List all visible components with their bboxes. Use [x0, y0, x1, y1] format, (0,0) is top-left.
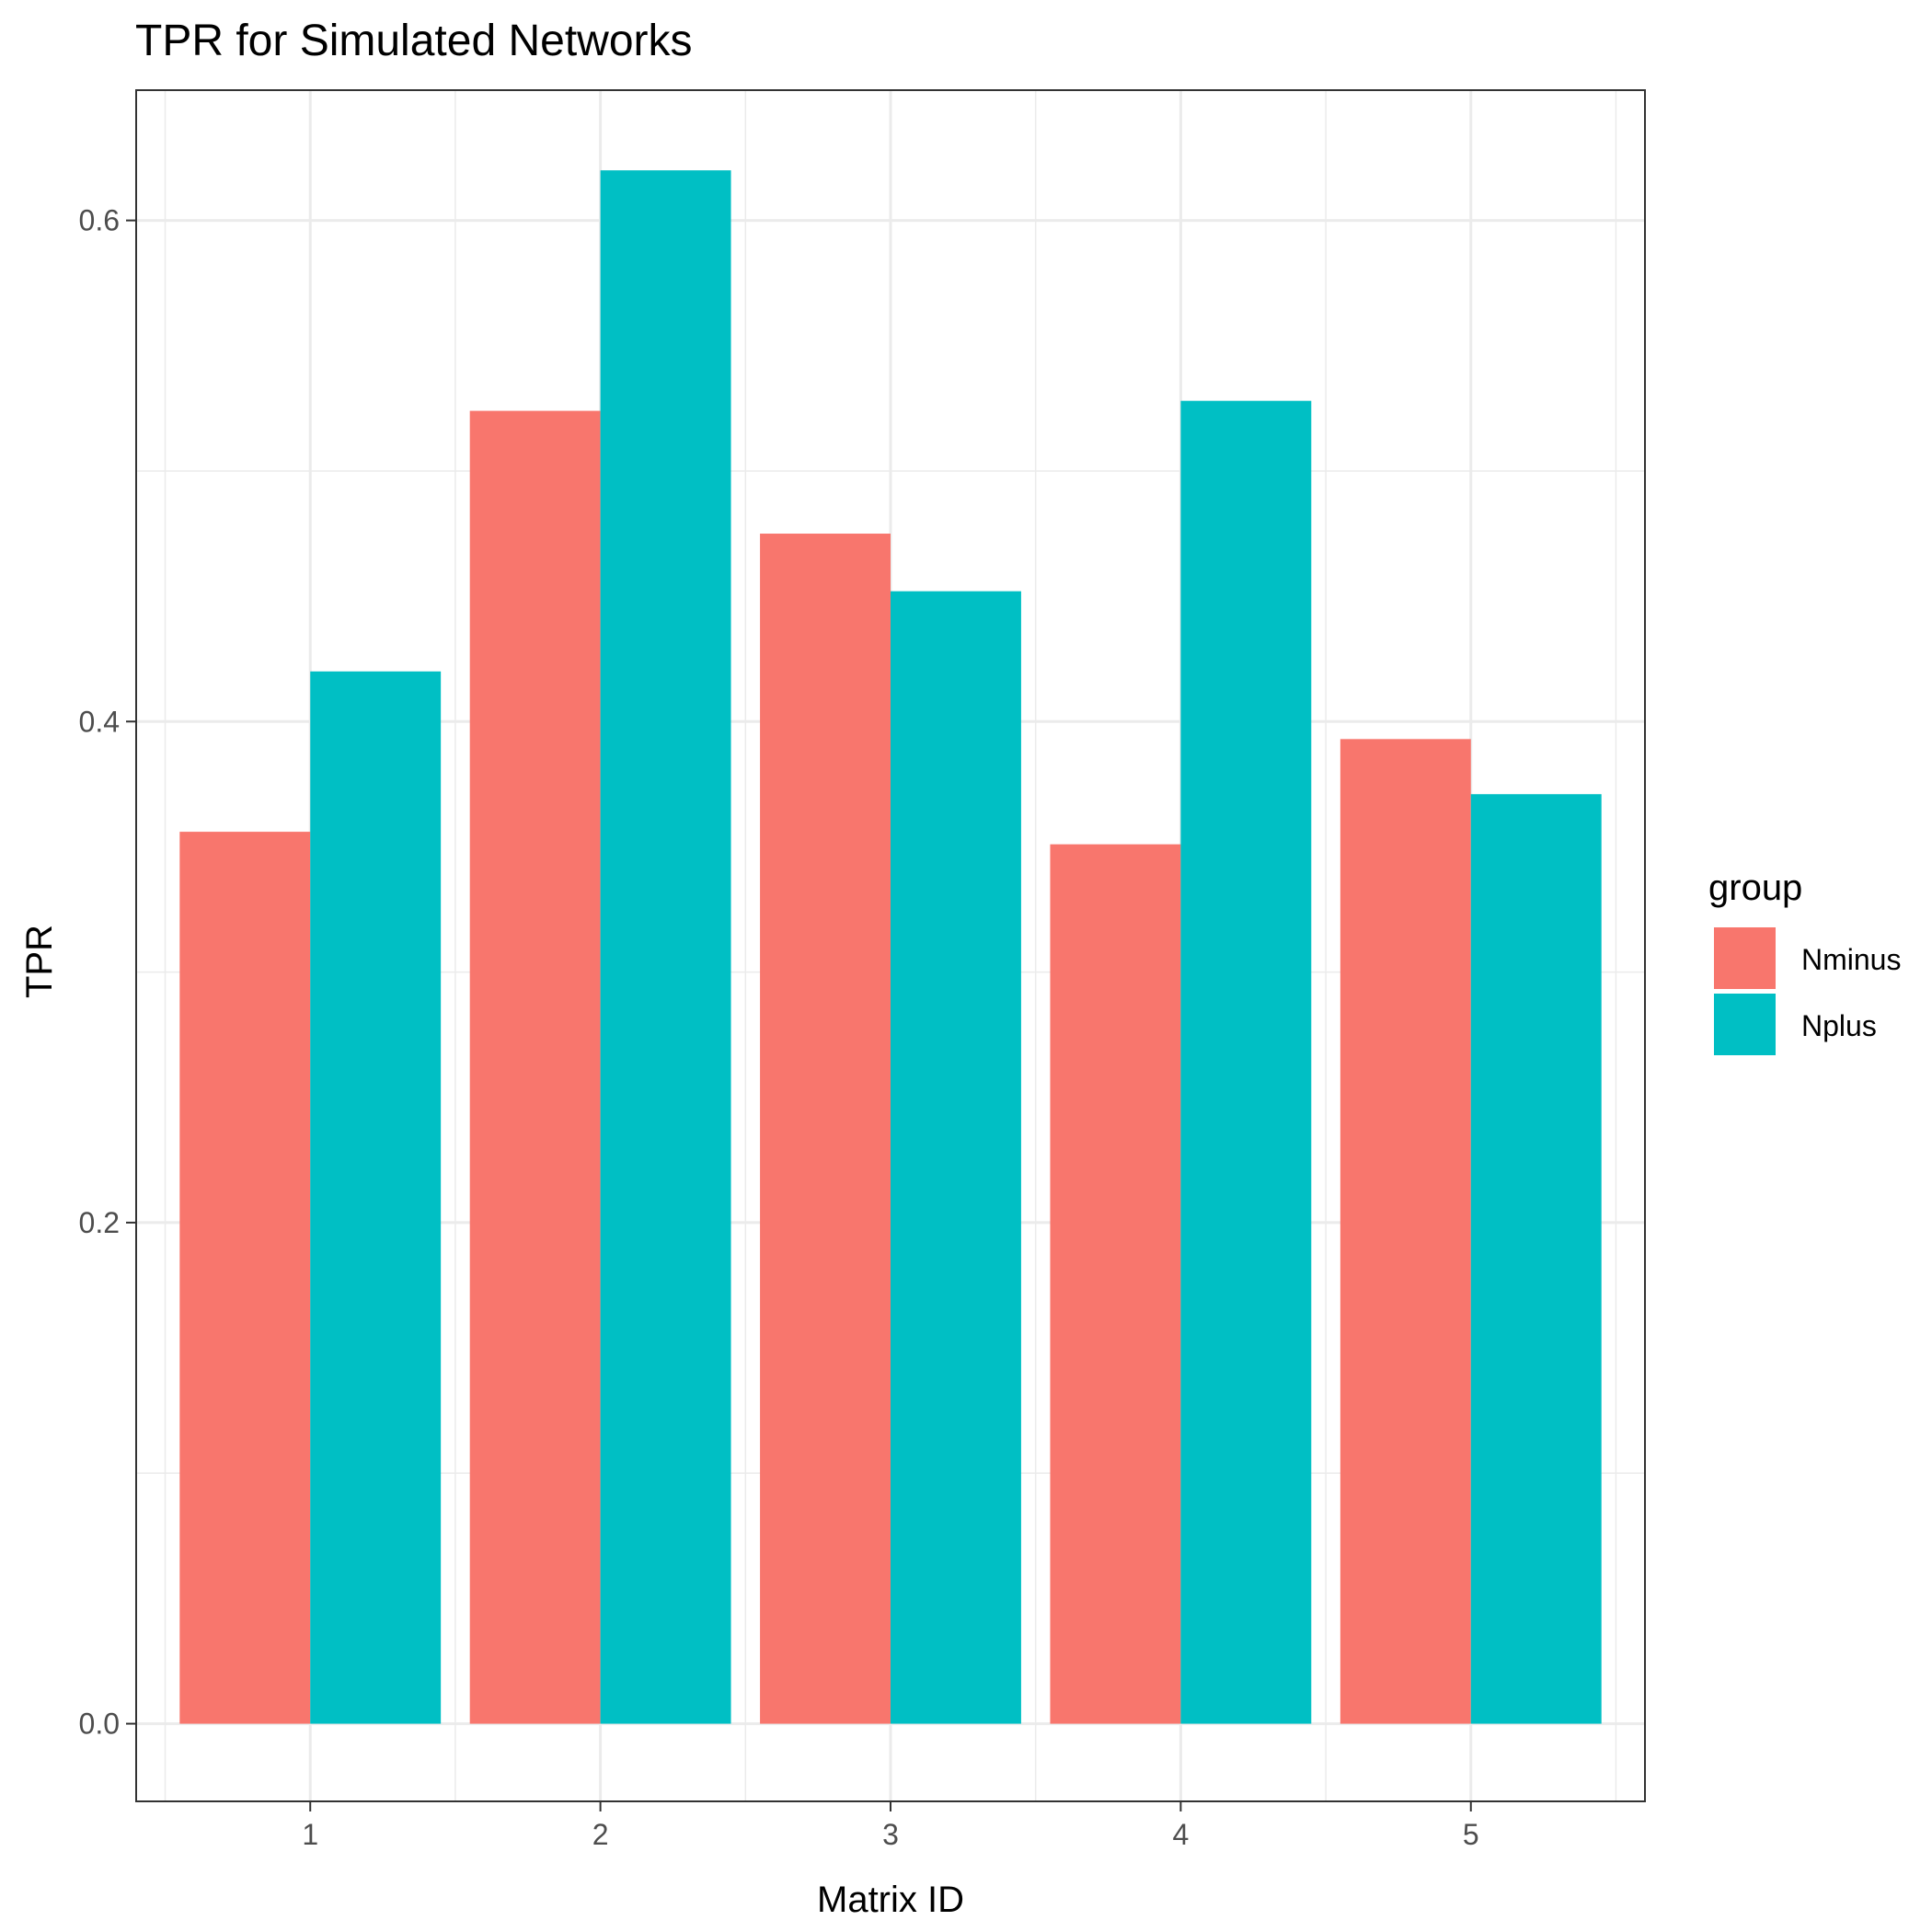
legend-key-nminus	[1714, 927, 1776, 989]
x-tick-label: 2	[592, 1818, 609, 1851]
y-tick-label: 0.4	[79, 705, 120, 738]
bar-nplus-3	[891, 591, 1021, 1724]
legend-label-nplus: Nplus	[1801, 1009, 1877, 1042]
x-tick-label: 3	[882, 1818, 899, 1851]
legend-key-nplus	[1714, 994, 1776, 1055]
bar-nplus-1	[310, 671, 442, 1724]
y-axis: 0.0 0.2 0.4 0.6	[79, 204, 136, 1741]
bar-nplus-4	[1180, 400, 1312, 1724]
bar-nminus-2	[469, 410, 601, 1724]
bar-nminus-3	[760, 534, 891, 1724]
x-tick-label: 4	[1172, 1818, 1189, 1851]
y-tick-label: 0.2	[79, 1206, 120, 1239]
y-tick-label: 0.0	[79, 1708, 120, 1741]
bar-nplus-5	[1470, 794, 1602, 1724]
bar-nminus-5	[1340, 739, 1471, 1724]
y-axis-title: TPR	[19, 925, 60, 998]
chart-title: TPR for Simulated Networks	[135, 17, 693, 65]
bar-nplus-2	[600, 170, 731, 1724]
x-axis-title: Matrix ID	[817, 1880, 964, 1920]
bars	[179, 170, 1602, 1724]
x-tick-label: 5	[1463, 1818, 1479, 1851]
legend-label-nminus: Nminus	[1801, 943, 1901, 976]
legend-title: group	[1708, 868, 1802, 908]
x-axis: 1 2 3 4 5	[302, 1801, 1479, 1851]
bar-nminus-4	[1050, 844, 1181, 1724]
x-tick-label: 1	[302, 1818, 318, 1851]
y-tick-label: 0.6	[79, 204, 120, 237]
legend: group Nminus Nplus	[1708, 868, 1901, 1055]
bar-nminus-1	[179, 832, 311, 1724]
